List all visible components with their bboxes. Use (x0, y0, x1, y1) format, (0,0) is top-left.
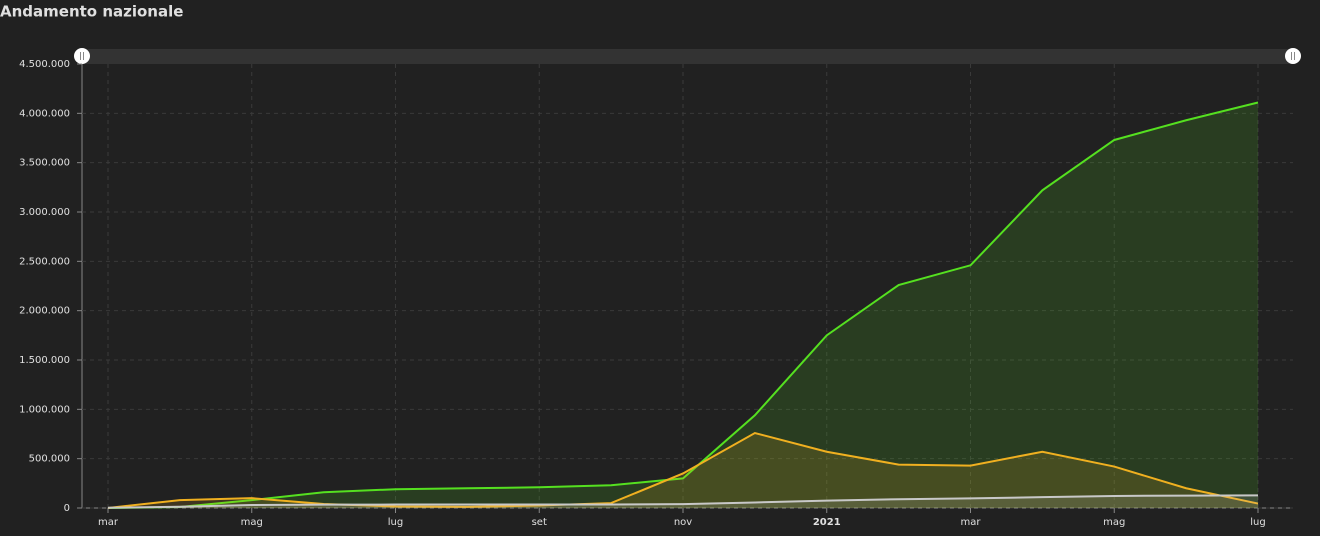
chart-title: Andamento nazionale (0, 3, 183, 21)
series-line (107, 101, 1259, 509)
x-tick-label: mag (241, 517, 263, 528)
area-fill (108, 102, 1258, 508)
y-tick-label: 2.500.000 (19, 256, 70, 267)
y-tick-label: 4.500.000 (19, 59, 70, 70)
series-line (107, 431, 1259, 509)
area-fill (108, 433, 1258, 508)
y-tick-label: 1.000.000 (19, 404, 70, 415)
x-tick-label: lug (388, 517, 403, 528)
x-tick-label: 2021 (813, 517, 841, 528)
slider-handle[interactable] (74, 48, 90, 64)
x-tick-label: set (532, 517, 547, 528)
y-tick-label: 0 (64, 503, 70, 514)
y-tick-label: 500.000 (29, 454, 70, 465)
y-tick-label: 1.500.000 (19, 355, 70, 366)
series-line (107, 494, 1259, 509)
x-tick-label: nov (674, 517, 692, 528)
x-tick-label: mag (1103, 517, 1125, 528)
y-tick-label: 3.500.000 (19, 158, 70, 169)
y-tick-label: 2.000.000 (19, 306, 70, 317)
x-tick-label: mar (961, 517, 982, 528)
slider-handle[interactable] (1285, 48, 1301, 64)
x-tick-label: lug (1250, 517, 1265, 528)
y-tick-label: 3.000.000 (19, 207, 70, 218)
range-slider[interactable] (82, 49, 1293, 64)
x-tick-label: mar (98, 517, 119, 528)
y-tick-label: 4.000.000 (19, 108, 70, 119)
